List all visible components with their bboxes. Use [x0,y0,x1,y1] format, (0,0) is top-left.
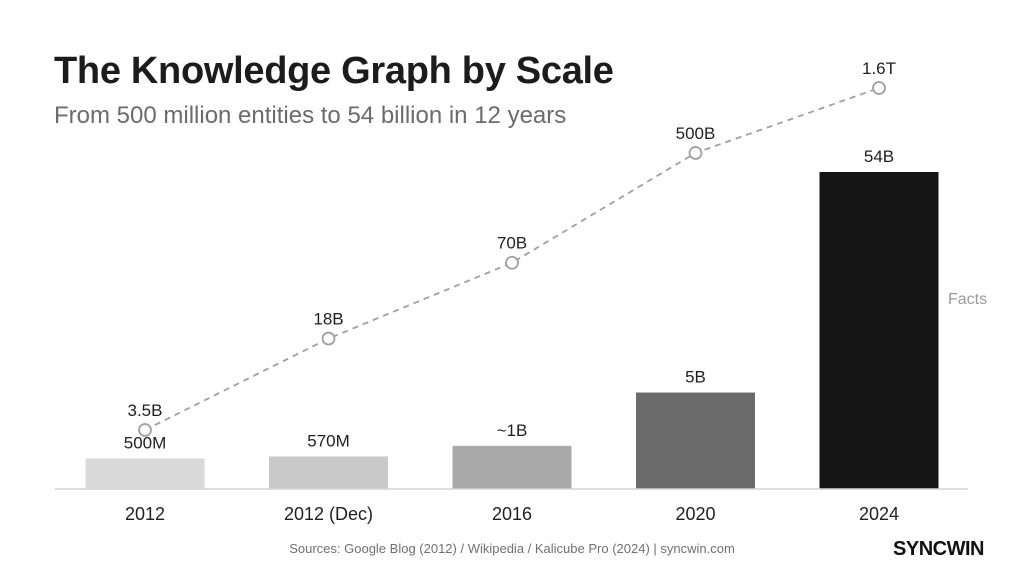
labels-layer: 500M 570M ~1B 5B 54B 3.5B 18B 70B 500B 1.6T [124,59,896,452]
bar-value-label-2: ~1B [497,421,528,440]
syncwin-logo: SYNCWIN [893,538,984,560]
bar-value-label-3: 5B [685,368,706,387]
chart-subtitle: From 500 million entities to 54 billion … [54,102,567,129]
facts-value-label-3: 500B [676,124,716,143]
chart-title: The Knowledge Graph by Scale [54,50,614,92]
x-tick-label-4: 2024 [859,504,899,524]
source-note: Sources: Google Blog (2012) / Wikipedia … [289,541,735,556]
bar-value-label-4: 54B [864,147,894,166]
facts-point-1 [321,331,336,346]
x-axis-ticks: 2012 2012 (Dec) 2016 2020 2024 [125,504,899,524]
facts-value-label-2: 70B [497,234,527,253]
facts-point-2 [505,255,519,270]
facts-point-3 [688,146,703,160]
facts-value-label-1: 18B [313,310,343,329]
facts-line [144,87,880,431]
bar-0 [85,458,205,489]
x-tick-label-3: 2020 [675,504,715,524]
bar-4 [819,172,939,489]
legend-facts: Facts [948,291,987,308]
bar-3 [636,392,755,489]
x-tick-label-2: 2016 [492,504,532,524]
bar-value-label-0: 500M [124,433,167,452]
facts-value-label-4: 1.6T [862,59,896,78]
bar-value-label-1: 570M [307,431,350,450]
bars-layer [85,172,939,489]
bar-2 [452,445,572,489]
x-tick-label-1: 2012 (Dec) [284,504,373,524]
facts-value-label-0: 3.5B [128,401,163,420]
x-tick-label-0: 2012 [125,504,165,524]
facts-line-layer [138,81,886,437]
facts-point-4 [872,81,886,95]
bar-1 [269,456,388,489]
facts-point-0 [138,423,152,437]
